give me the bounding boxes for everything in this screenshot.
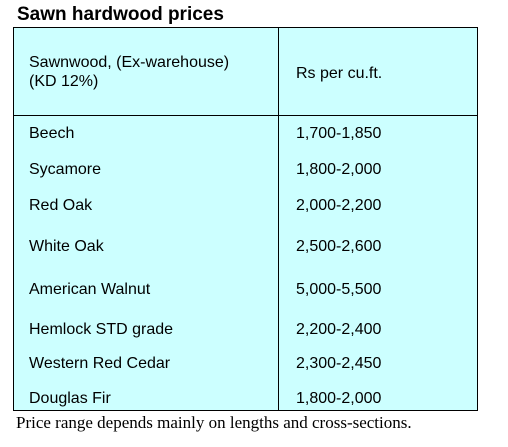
row-species: Douglas Fir bbox=[29, 390, 111, 407]
row-species: Beech bbox=[29, 125, 75, 142]
header-divider bbox=[14, 115, 477, 116]
price-table: Sawnwood, (Ex-warehouse) (KD 12%) Rs per… bbox=[13, 27, 478, 411]
row-price: 1,800-2,000 bbox=[296, 390, 382, 407]
row-price: 2,500-2,600 bbox=[296, 238, 382, 255]
row-price: 1,800-2,000 bbox=[296, 161, 382, 178]
row-species: Western Red Cedar bbox=[29, 355, 171, 372]
row-price: 2,300-2,450 bbox=[296, 355, 382, 372]
header-sawnwood-line2: (KD 12%) bbox=[29, 73, 99, 90]
footnote: Price range depends mainly on lengths an… bbox=[16, 413, 412, 432]
row-price: 2,200-2,400 bbox=[296, 321, 382, 338]
row-species: Red Oak bbox=[29, 197, 93, 214]
header-sawnwood-line1: Sawnwood, (Ex-warehouse) bbox=[29, 54, 230, 71]
header-sawnwood: Sawnwood, (Ex-warehouse) (KD 12%) bbox=[29, 53, 229, 91]
row-price: 2,000-2,200 bbox=[296, 197, 382, 214]
row-species: White Oak bbox=[29, 238, 104, 255]
row-species: Hemlock STD grade bbox=[29, 321, 174, 338]
column-divider bbox=[278, 28, 279, 410]
row-price: 1,700-1,850 bbox=[296, 125, 382, 142]
row-species: Sycamore bbox=[29, 161, 102, 178]
row-price: 5,000-5,500 bbox=[296, 281, 382, 298]
header-price: Rs per cu.ft. bbox=[296, 65, 383, 82]
row-species: American Walnut bbox=[29, 281, 151, 298]
page-title: Sawn hardwood prices bbox=[17, 4, 224, 25]
